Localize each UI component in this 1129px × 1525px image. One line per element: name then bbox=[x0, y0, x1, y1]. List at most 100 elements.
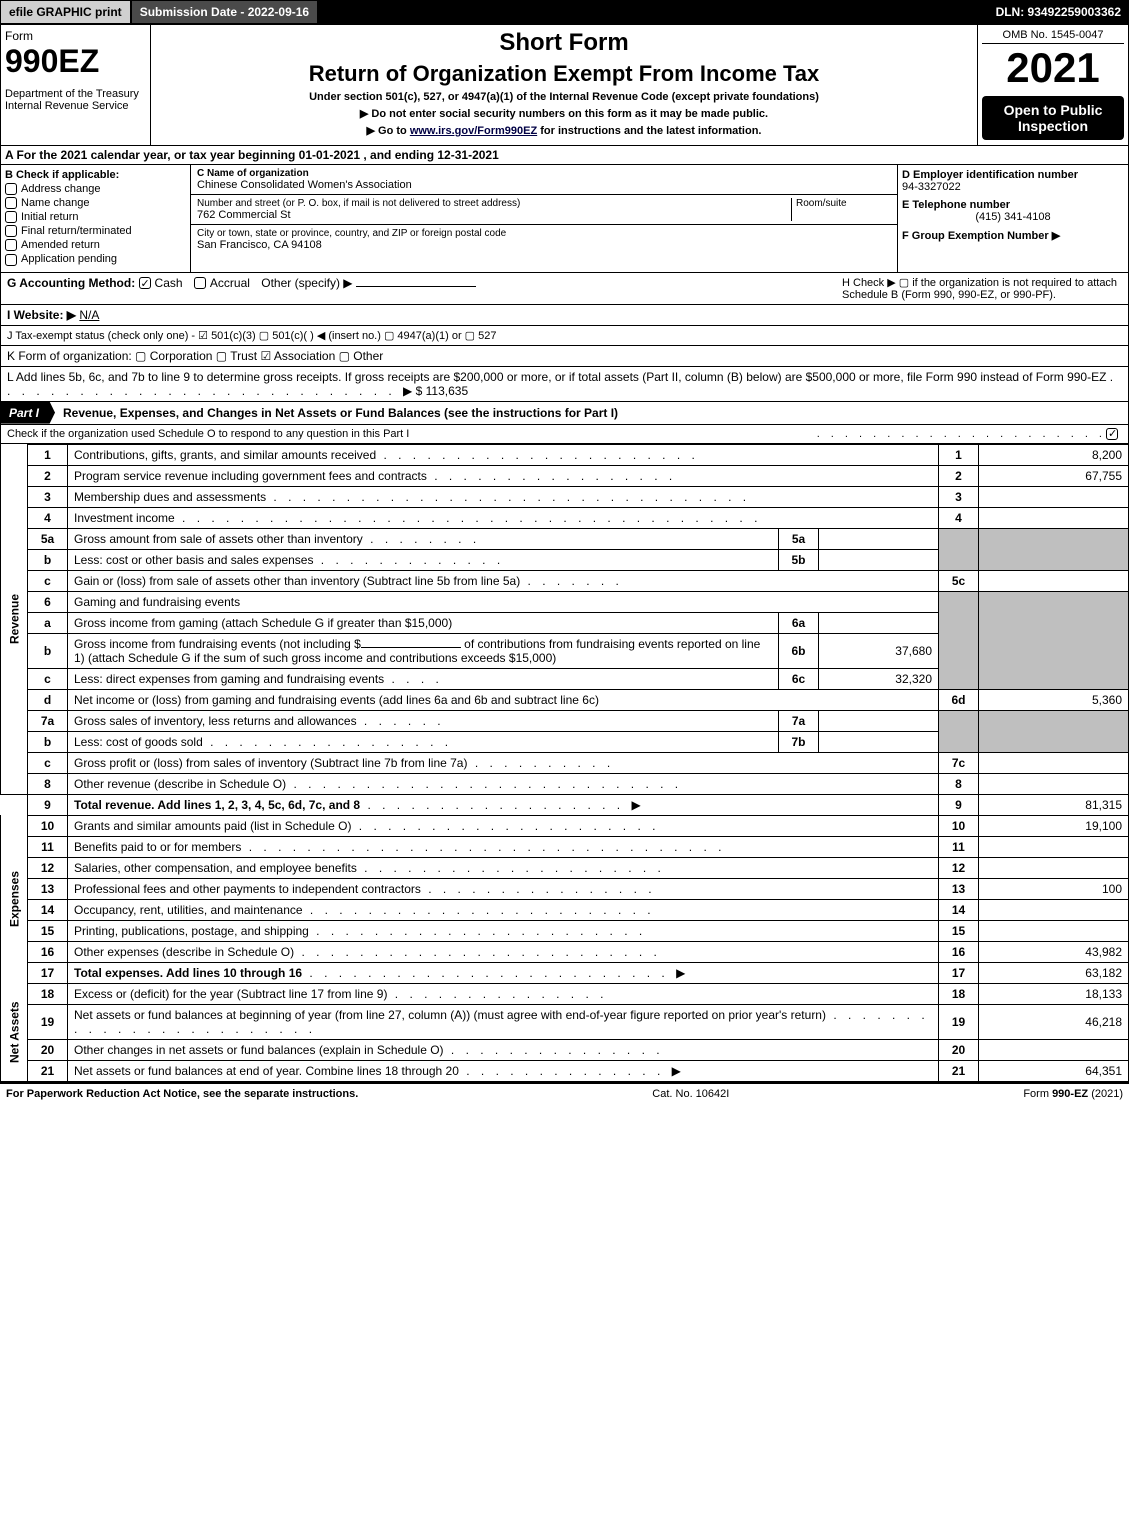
l12-val bbox=[979, 857, 1129, 878]
l15-num: 15 bbox=[28, 920, 68, 941]
header-center: Short Form Return of Organization Exempt… bbox=[151, 25, 978, 145]
ein: 94-3327022 bbox=[902, 181, 1124, 193]
section-j: J Tax-exempt status (check only one) - ☑… bbox=[0, 326, 1129, 346]
l9-num: 9 bbox=[28, 794, 68, 815]
l12-desc: Salaries, other compensation, and employ… bbox=[68, 857, 939, 878]
l2-val: 67,755 bbox=[979, 465, 1129, 486]
l18-desc: Excess or (deficit) for the year (Subtra… bbox=[68, 983, 939, 1004]
chk-name-change[interactable]: Name change bbox=[5, 197, 186, 209]
part1-check-o: Check if the organization used Schedule … bbox=[0, 425, 1129, 444]
l10-val: 19,100 bbox=[979, 815, 1129, 836]
open-to-public: Open to Public Inspection bbox=[982, 96, 1124, 140]
l5a-num: 5a bbox=[28, 528, 68, 549]
section-bcdef: B Check if applicable: Address change Na… bbox=[0, 165, 1129, 273]
section-i: I Website: ▶ N/A bbox=[0, 305, 1129, 326]
l-val: 113,635 bbox=[426, 384, 469, 398]
check-o-dots: . . . . . . . . . . . . . . . . . . . . … bbox=[817, 428, 1106, 440]
l13-ref: 13 bbox=[939, 878, 979, 899]
l1-num: 1 bbox=[28, 444, 68, 465]
l21-desc: Net assets or fund balances at end of ye… bbox=[68, 1060, 939, 1081]
g-cash-label: Cash bbox=[155, 276, 183, 290]
l5b-ref: 5b bbox=[779, 549, 819, 570]
part1-header: Part I Revenue, Expenses, and Changes in… bbox=[0, 402, 1129, 425]
l14-ref: 14 bbox=[939, 899, 979, 920]
l6b-ref: 6b bbox=[779, 633, 819, 668]
dept-treasury: Department of the Treasury bbox=[5, 88, 146, 100]
section-l: L Add lines 5b, 6c, and 7b to line 9 to … bbox=[0, 367, 1129, 402]
l4-desc: Investment income . . . . . . . . . . . … bbox=[68, 507, 939, 528]
l7b-val bbox=[819, 731, 939, 752]
org-city: San Francisco, CA 94108 bbox=[197, 239, 891, 251]
l5-shade-val bbox=[979, 528, 1129, 570]
chk-address-change[interactable]: Address change bbox=[5, 183, 186, 195]
l13-num: 13 bbox=[28, 878, 68, 899]
l11-val bbox=[979, 836, 1129, 857]
irs-link[interactable]: www.irs.gov/Form990EZ bbox=[410, 125, 537, 137]
l4-val bbox=[979, 507, 1129, 528]
g-other-input[interactable] bbox=[356, 286, 476, 287]
l6d-num: d bbox=[28, 689, 68, 710]
l5a-ref: 5a bbox=[779, 528, 819, 549]
l16-desc: Other expenses (describe in Schedule O) … bbox=[68, 941, 939, 962]
l7a-desc: Gross sales of inventory, less returns a… bbox=[68, 710, 779, 731]
l21-val: 64,351 bbox=[979, 1060, 1129, 1081]
l17-num: 17 bbox=[28, 962, 68, 983]
website-val: N/A bbox=[79, 308, 99, 322]
l1-desc: Contributions, gifts, grants, and simila… bbox=[68, 444, 939, 465]
l11-ref: 11 bbox=[939, 836, 979, 857]
revenue-sidebar: Revenue bbox=[1, 444, 28, 794]
chk-amended-return[interactable]: Amended return bbox=[5, 239, 186, 251]
section-b: B Check if applicable: Address change Na… bbox=[1, 165, 191, 272]
l14-desc: Occupancy, rent, utilities, and maintena… bbox=[68, 899, 939, 920]
goto-line: ▶ Go to www.irs.gov/Form990EZ for instru… bbox=[155, 124, 973, 137]
l17-ref: 17 bbox=[939, 962, 979, 983]
l5c-val bbox=[979, 570, 1129, 591]
c-city-label: City or town, state or province, country… bbox=[197, 228, 891, 239]
chk-application-pending[interactable]: Application pending bbox=[5, 253, 186, 265]
b-checkboxes: Address change Name change Initial retur… bbox=[5, 183, 186, 266]
l5b-desc: Less: cost or other basis and sales expe… bbox=[68, 549, 779, 570]
under-section: Under section 501(c), 527, or 4947(a)(1)… bbox=[155, 91, 973, 103]
chk-accrual[interactable] bbox=[194, 277, 206, 289]
section-k: K Form of organization: ▢ Corporation ▢ … bbox=[0, 346, 1129, 367]
tax-year: 2021 bbox=[982, 44, 1124, 92]
submission-date-button[interactable]: Submission Date - 2022-09-16 bbox=[131, 0, 318, 24]
l20-val bbox=[979, 1039, 1129, 1060]
org-street: 762 Commercial St bbox=[197, 209, 791, 221]
l18-ref: 18 bbox=[939, 983, 979, 1004]
l6d-desc: Net income or (loss) from gaming and fun… bbox=[68, 689, 939, 710]
ssn-warning: ▶ Do not enter social security numbers o… bbox=[155, 107, 973, 120]
l6b-blank[interactable] bbox=[361, 647, 461, 648]
l6b-val: 37,680 bbox=[819, 633, 939, 668]
l20-ref: 20 bbox=[939, 1039, 979, 1060]
top-bar: efile GRAPHIC print Submission Date - 20… bbox=[0, 0, 1129, 24]
l8-ref: 8 bbox=[939, 773, 979, 794]
l18-num: 18 bbox=[28, 983, 68, 1004]
l6b-desc: Gross income from fundraising events (no… bbox=[68, 633, 779, 668]
c-street-label: Number and street (or P. O. box, if mail… bbox=[197, 198, 791, 209]
l7c-val bbox=[979, 752, 1129, 773]
l6c-val: 32,320 bbox=[819, 668, 939, 689]
l9-ref: 9 bbox=[939, 794, 979, 815]
l19-desc: Net assets or fund balances at beginning… bbox=[68, 1004, 939, 1039]
d-label: D Employer identification number bbox=[902, 169, 1124, 181]
efile-print-button[interactable]: efile GRAPHIC print bbox=[0, 0, 131, 24]
l5a-val bbox=[819, 528, 939, 549]
chk-final-return-label: Final return/terminated bbox=[21, 225, 132, 237]
l9-desc: Total revenue. Add lines 1, 2, 3, 4, 5c,… bbox=[68, 794, 939, 815]
l20-desc: Other changes in net assets or fund bala… bbox=[68, 1039, 939, 1060]
header-right: OMB No. 1545-0047 2021 Open to Public In… bbox=[978, 25, 1128, 145]
chk-schedule-o[interactable] bbox=[1106, 428, 1118, 440]
l7c-desc: Gross profit or (loss) from sales of inv… bbox=[68, 752, 939, 773]
l5-shade bbox=[939, 528, 979, 570]
l19-ref: 19 bbox=[939, 1004, 979, 1039]
c-city-cell: City or town, state or province, country… bbox=[191, 225, 897, 254]
l5c-desc: Gain or (loss) from sale of assets other… bbox=[68, 570, 939, 591]
l6d-ref: 6d bbox=[939, 689, 979, 710]
chk-cash[interactable] bbox=[139, 277, 151, 289]
chk-initial-return[interactable]: Initial return bbox=[5, 211, 186, 223]
l4-ref: 4 bbox=[939, 507, 979, 528]
goto-post: for instructions and the latest informat… bbox=[537, 125, 761, 137]
chk-final-return[interactable]: Final return/terminated bbox=[5, 225, 186, 237]
g-accrual-label: Accrual bbox=[210, 276, 250, 290]
